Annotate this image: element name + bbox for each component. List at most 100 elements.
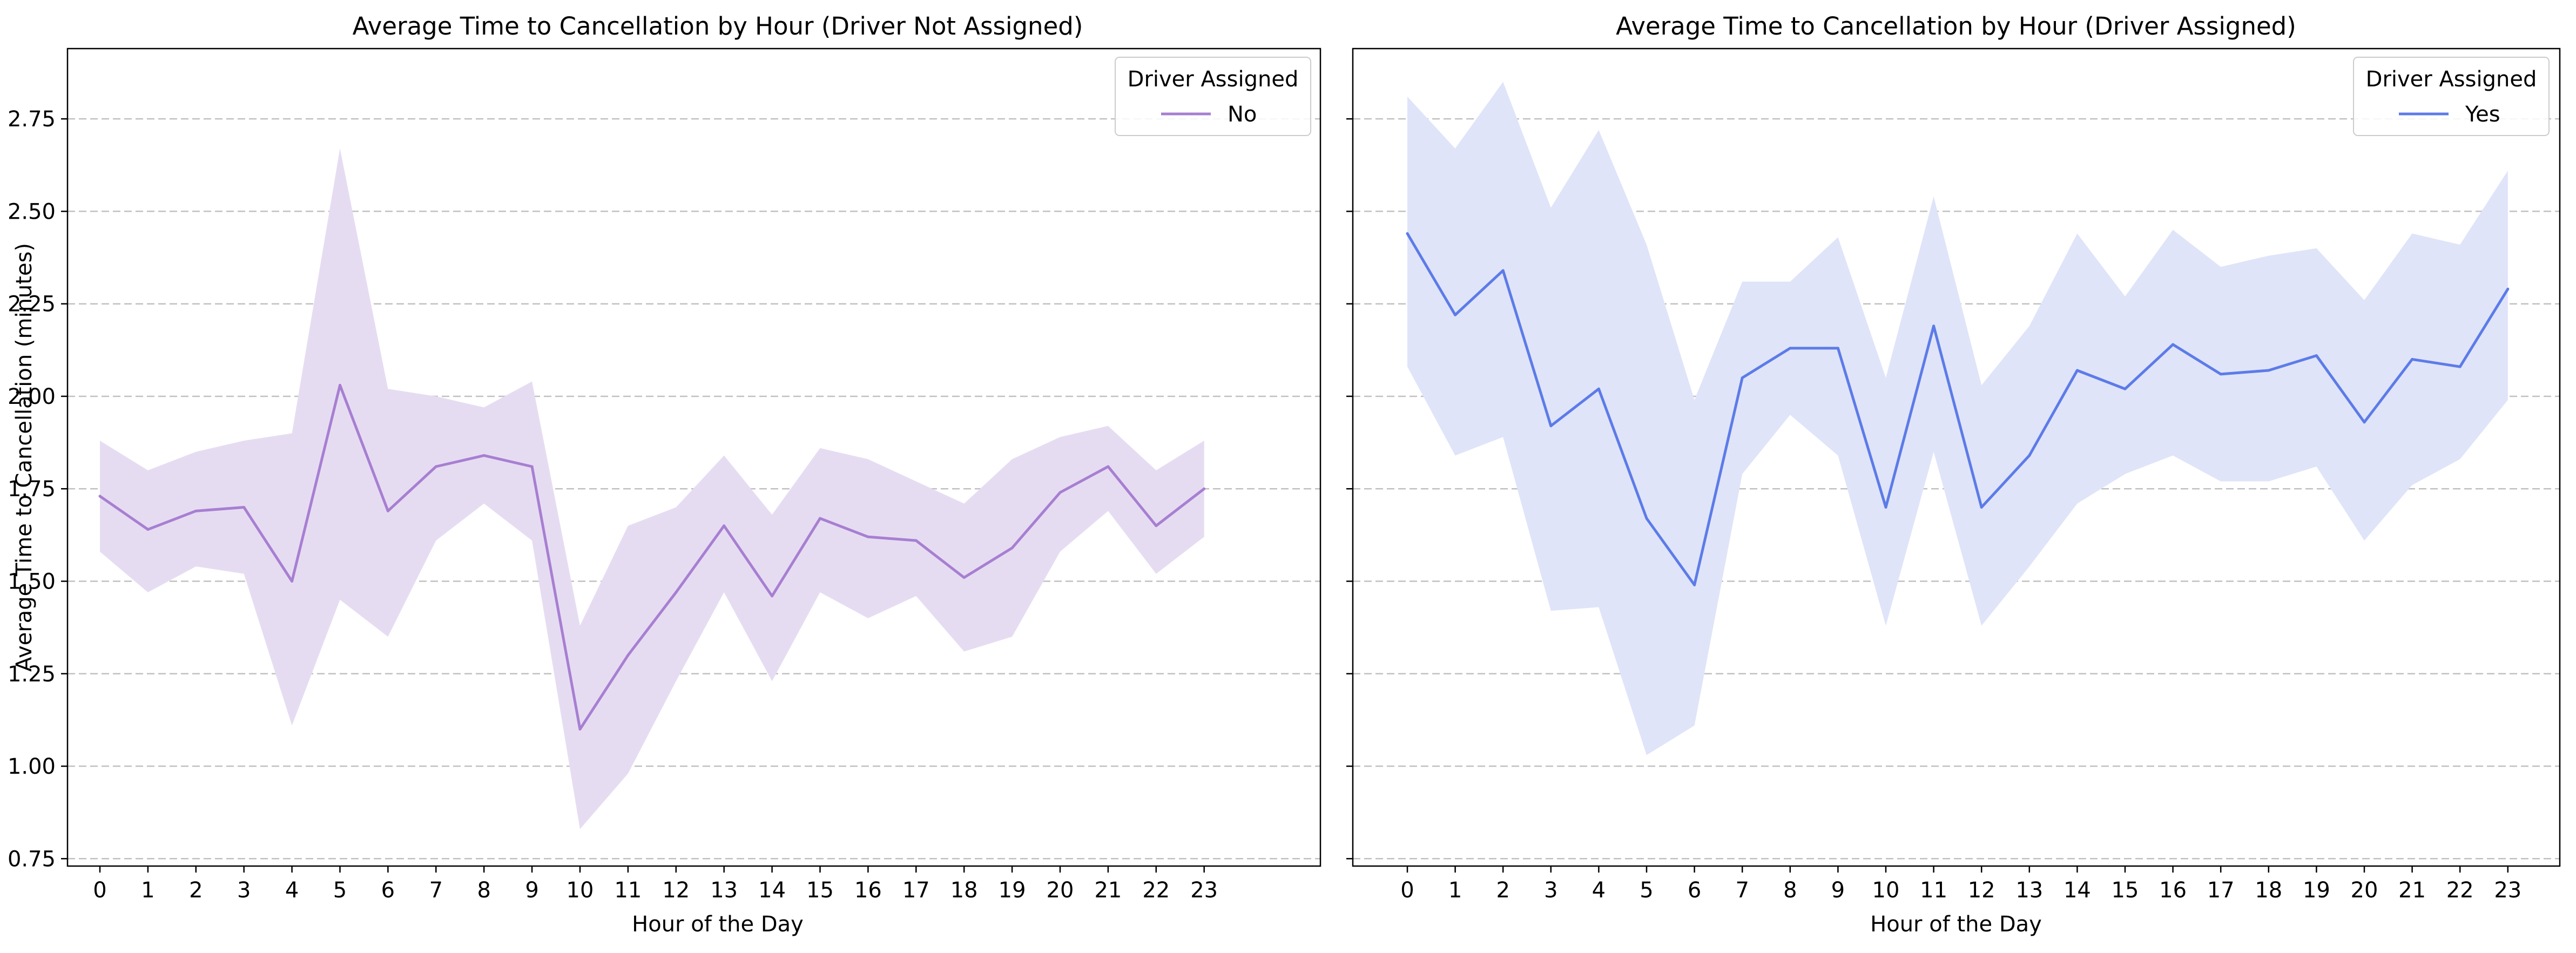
- x-tick-label: 3: [237, 878, 251, 903]
- data-point: [1501, 269, 1505, 272]
- x-tick-label: 17: [902, 878, 930, 903]
- data-point: [1932, 325, 1936, 328]
- x-tick-label: 0: [1400, 878, 1414, 903]
- x-tick-label: 14: [2064, 878, 2091, 903]
- x-tick-label: 16: [854, 878, 882, 903]
- legend: Driver Assigned Yes: [2353, 57, 2550, 136]
- x-tick-label: 21: [2398, 878, 2426, 903]
- x-tick-label: 0: [93, 878, 106, 903]
- x-tick-label: 22: [1142, 878, 1170, 903]
- x-tick-label: 11: [1920, 878, 1947, 903]
- x-tick-label: 4: [1592, 878, 1606, 903]
- x-tick-label: 20: [2351, 878, 2378, 903]
- x-tick-label: 23: [2494, 878, 2521, 903]
- data-point: [1645, 517, 1648, 520]
- data-point: [434, 465, 437, 468]
- x-tick-label: 23: [1190, 878, 1218, 903]
- confidence-band-area: [100, 148, 1204, 829]
- x-tick-label: 11: [614, 878, 642, 903]
- y-tick-label: 1.75: [8, 477, 56, 502]
- data-point: [194, 509, 198, 512]
- x-tick-label: 22: [2446, 878, 2474, 903]
- y-tick-label: 1.50: [8, 569, 56, 594]
- data-point: [866, 535, 869, 538]
- data-point: [386, 509, 389, 512]
- data-point: [242, 505, 246, 509]
- legend: Driver Assigned No: [1115, 57, 1311, 136]
- data-point: [146, 528, 150, 531]
- data-point: [1203, 487, 1206, 490]
- y-tick-label: 2.00: [8, 384, 56, 409]
- x-tick-label: 13: [710, 878, 738, 903]
- series-line-path: [1406, 233, 2509, 586]
- data-point: [914, 539, 918, 542]
- data-point: [1058, 491, 1062, 494]
- data-point: [291, 579, 294, 583]
- x-tick-label: 15: [806, 878, 834, 903]
- data-point: [962, 576, 966, 579]
- x-tick-label: 19: [999, 878, 1026, 903]
- data-point: [578, 728, 582, 731]
- x-tick-label: 10: [1872, 878, 1900, 903]
- x-tick-label: 18: [950, 878, 978, 903]
- x-tick-label: 6: [381, 878, 395, 903]
- y-tick-label: 1.25: [8, 662, 56, 687]
- y-axis-ticks: 0.75 1.00 1.25 1.50 1.75 2.00 2.25 2.50 2.75: [8, 107, 68, 871]
- x-tick-label: 13: [2015, 878, 2043, 903]
- plot-frame: [66, 48, 1321, 867]
- x-tick-label: 8: [1783, 878, 1797, 903]
- data-point: [1107, 465, 1110, 468]
- data-point: [2267, 369, 2270, 372]
- series-line: [1406, 232, 2510, 586]
- x-tick-label: 18: [2255, 878, 2282, 903]
- x-tick-label: 1: [1448, 878, 1462, 903]
- data-point: [2363, 421, 2366, 424]
- x-axis-ticks: 0 1 2 3 4 5 6 7 8 9 10 11 12 13 14 15 16 17 18 19 20 21 22 23: [93, 866, 1218, 903]
- x-tick-label: 5: [333, 878, 347, 903]
- x-tick-label: 5: [1640, 878, 1653, 903]
- data-point: [819, 517, 821, 520]
- y-tick-label: 2.25: [8, 292, 56, 317]
- legend-title: Driver Assigned: [1128, 67, 1299, 92]
- data-point: [1549, 424, 1553, 428]
- y-axis-label: Average Time to Cancellation (minutes): [12, 243, 37, 672]
- data-point: [675, 591, 678, 594]
- data-point: [1693, 583, 1696, 586]
- chart-title: Average Time to Cancellation by Hour (Dr…: [1616, 12, 2296, 40]
- x-tick-label: 15: [2112, 878, 2139, 903]
- data-point: [2075, 369, 2079, 372]
- series-line: [98, 383, 1206, 731]
- x-axis-label: Hour of the Day: [632, 912, 804, 937]
- x-tick-label: 4: [285, 878, 299, 903]
- series-line-path: [99, 383, 1205, 731]
- x-tick-label: 7: [429, 878, 443, 903]
- subplot-driver-not-assigned: Average Time to Cancellation by Hour (Dr…: [8, 12, 1321, 937]
- x-tick-label: 2: [189, 878, 203, 903]
- data-point: [723, 524, 726, 528]
- data-point: [2411, 357, 2414, 361]
- subplot-driver-assigned: Average Time to Cancellation by Hour (Dr…: [1346, 12, 2561, 937]
- data-point: [1836, 347, 1839, 350]
- data-point: [771, 594, 774, 598]
- x-tick-label: 17: [2207, 878, 2235, 903]
- legend-title: Driver Assigned: [2366, 67, 2537, 92]
- data-point: [1010, 546, 1014, 550]
- x-tick-label: 21: [1094, 878, 1122, 903]
- data-point: [2172, 343, 2175, 346]
- data-point: [1980, 505, 1983, 509]
- data-point: [1884, 505, 1887, 509]
- data-point: [1454, 313, 1457, 316]
- data-point: [1155, 524, 1158, 528]
- y-tick-label: 2.50: [8, 199, 56, 224]
- chart-title: Average Time to Cancellation by Hour (Dr…: [353, 12, 1083, 40]
- data-point: [1597, 387, 1600, 390]
- x-tick-label: 14: [758, 878, 786, 903]
- y-tick-label: 1.00: [8, 754, 56, 779]
- data-point: [2123, 387, 2127, 390]
- x-tick-label: 16: [2159, 878, 2187, 903]
- data-point: [1406, 232, 1409, 235]
- y-tick-label: 0.75: [8, 847, 56, 871]
- plot-frame: [1352, 48, 2561, 867]
- legend-box: [1115, 57, 1311, 136]
